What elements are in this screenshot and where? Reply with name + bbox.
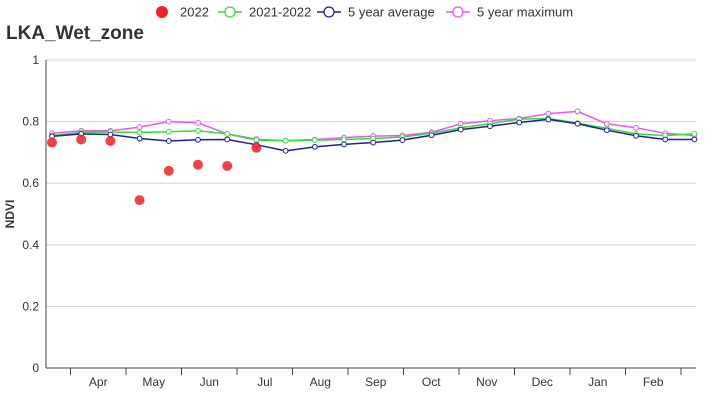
data-point xyxy=(545,110,552,117)
data-point xyxy=(399,137,406,143)
data-point xyxy=(165,138,172,144)
legend-item-2021-2022[interactable]: 2021-2022 xyxy=(218,5,311,20)
data-point xyxy=(311,143,318,150)
legend-marker xyxy=(156,6,168,18)
data-point xyxy=(47,137,57,148)
y-tick-label: 0.4 xyxy=(22,238,39,252)
axes: 0 0.2 0.4 0.6 0.8 1 Apr May Jun Jul Aug Sep Oct Nov De… xyxy=(22,53,696,389)
data-point xyxy=(574,108,581,115)
data-point xyxy=(516,119,523,126)
data-point xyxy=(603,127,610,134)
data-point xyxy=(633,124,639,131)
x-tick-label: Apr xyxy=(89,375,108,389)
data-point xyxy=(282,147,289,154)
data-point xyxy=(691,136,698,143)
data-point xyxy=(163,165,174,176)
legend-item-2022[interactable]: 2022 xyxy=(156,5,209,20)
x-tick-label: Aug xyxy=(310,375,331,389)
data-point xyxy=(195,127,201,134)
data-point xyxy=(603,120,610,127)
y-tick-label: 0.2 xyxy=(22,299,39,313)
legend-item-5-year-average[interactable]: 5 year average xyxy=(317,5,435,20)
data-point xyxy=(222,160,233,171)
chart-title: LKA_Wet_zone xyxy=(6,23,144,44)
series-layer xyxy=(47,108,698,206)
y-tick-label: 1 xyxy=(32,53,39,67)
x-tick-label: Sep xyxy=(365,375,387,389)
y-tick-label: 0.8 xyxy=(22,115,39,129)
x-tick-label: Dec xyxy=(532,375,553,389)
x-tick-label: May xyxy=(142,375,165,389)
data-point xyxy=(662,136,669,143)
legend-marker xyxy=(224,6,236,18)
legend-label: 5 year maximum xyxy=(477,5,573,20)
data-point xyxy=(76,134,87,145)
y-tick-label: 0.6 xyxy=(22,176,39,190)
y-tick-label: 0 xyxy=(32,361,39,375)
data-point xyxy=(224,136,231,143)
data-point xyxy=(253,137,260,143)
data-point xyxy=(195,136,201,143)
legend-marker xyxy=(452,6,464,18)
data-point xyxy=(165,128,172,135)
legend-label: 2021-2022 xyxy=(249,5,311,20)
x-tick-label: Jan xyxy=(588,375,607,389)
data-point xyxy=(545,116,552,123)
x-tick-label: Jul xyxy=(257,375,272,389)
data-point xyxy=(370,139,377,146)
x-tick-label: Jun xyxy=(200,375,219,389)
data-point xyxy=(341,136,347,143)
y-axis-title: NDVI xyxy=(3,200,17,229)
legend-marker xyxy=(323,6,335,18)
x-tick-label: Feb xyxy=(643,375,664,389)
data-point xyxy=(691,131,698,137)
data-point xyxy=(282,137,289,144)
data-point xyxy=(341,141,347,148)
data-point xyxy=(195,119,201,126)
x-tick-label: Nov xyxy=(476,375,497,389)
data-point xyxy=(136,129,143,136)
legend-label: 2022 xyxy=(180,5,209,20)
data-point xyxy=(251,142,262,153)
data-point xyxy=(134,195,145,206)
series-5-year-average xyxy=(49,116,698,154)
data-point xyxy=(633,132,639,139)
x-tick-label: Oct xyxy=(422,375,441,389)
data-point xyxy=(457,126,464,133)
legend-label: 5 year average xyxy=(348,5,435,20)
data-point xyxy=(428,132,435,139)
data-point xyxy=(311,137,318,143)
legend-item-5-year-maximum[interactable]: 5 year maximum xyxy=(446,5,573,20)
data-point xyxy=(165,118,172,125)
data-point xyxy=(105,136,116,147)
data-point xyxy=(224,131,231,137)
legend: 2022 2021-2022 5 year average 5 year maximu… xyxy=(156,5,573,20)
series-2022 xyxy=(47,134,262,206)
grid-lines xyxy=(46,59,696,369)
data-point xyxy=(574,120,581,127)
data-point xyxy=(136,124,143,131)
data-point xyxy=(487,123,493,130)
data-point xyxy=(136,135,143,142)
data-point xyxy=(193,159,203,170)
